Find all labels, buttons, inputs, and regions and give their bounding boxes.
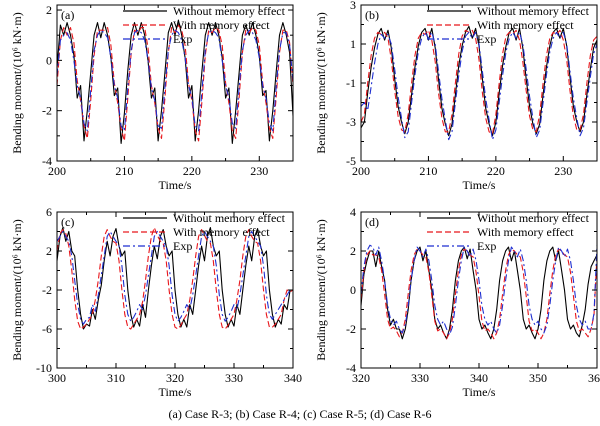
x-tick-label: 330 <box>411 371 429 385</box>
y-tick-label: -3 <box>346 115 356 129</box>
x-tick-label: 200 <box>352 164 370 178</box>
y-tick-label: 1 <box>350 37 356 51</box>
panel-1: 200 210 220 230 -4 -2 0 2 (a) Time/s Bending momen… <box>10 3 294 192</box>
panel-label: (b) <box>365 8 379 22</box>
x-axis-label: Time/s <box>463 385 496 399</box>
y-tick-label: -4 <box>346 361 356 375</box>
x-tick-label: 230 <box>250 164 268 178</box>
legend-entry-2: With memory effect <box>477 18 574 32</box>
legend-entry-1: Without memory effect <box>477 211 590 225</box>
y-tick-label: 2 <box>46 3 52 17</box>
legend-entry-3: Exp <box>477 32 496 46</box>
legend-entry-1: Without memory effect <box>173 211 286 225</box>
x-tick-label: 320 <box>352 371 370 385</box>
panel-4: 320 330 340 350 360 -4 -2 0 2 4 (d) Time/s Bending m… <box>314 205 600 399</box>
y-tick-label: 6 <box>46 205 52 219</box>
x-tick-label: 300 <box>48 371 66 385</box>
x-tick-label: 340 <box>470 371 488 385</box>
y-axis-label: Bending moment/(10⁶ kN·m) <box>10 12 24 154</box>
x-tick-label: 230 <box>554 164 572 178</box>
y-tick-label: -6 <box>42 322 52 336</box>
y-tick-label: 3 <box>350 0 356 12</box>
x-tick-label: 350 <box>529 371 547 385</box>
x-tick-label: 220 <box>487 164 505 178</box>
y-tick-label: 4 <box>350 205 356 219</box>
x-tick-label: 330 <box>225 371 243 385</box>
x-tick-label: 310 <box>107 371 125 385</box>
x-tick-label: 200 <box>48 164 66 178</box>
plot-frame <box>56 4 294 162</box>
y-tick-label: 2 <box>350 244 356 258</box>
x-tick-label: 220 <box>183 164 201 178</box>
x-axis-label: Time/s <box>463 178 496 192</box>
y-axis-label: Bending moment/(10⁶ kN·m) <box>314 12 328 154</box>
series-group <box>57 19 293 144</box>
y-tick-label: -10 <box>36 361 52 375</box>
series-line-3 <box>57 29 293 132</box>
series-line-2 <box>361 248 597 340</box>
legend-entry-2: With memory effect <box>477 225 574 239</box>
y-tick-label: -1 <box>346 76 356 90</box>
series-line-2 <box>57 24 293 142</box>
legend-entry-1: Without memory effect <box>173 4 286 18</box>
legend-entry-3: Exp <box>173 32 192 46</box>
panel-2: 200 210 220 230 -5 -3 -1 1 3 (b) Time/s Bending mom… <box>314 0 598 192</box>
series-line-1 <box>57 227 293 330</box>
y-tick-label: -2 <box>42 283 52 297</box>
x-tick-label: 210 <box>419 164 437 178</box>
panel-label: (d) <box>365 215 379 229</box>
legend-entry-3: Exp <box>173 239 192 253</box>
x-axis-label: Time/s <box>159 385 192 399</box>
y-axis-label: Bending moment/(10⁶ kN·m) <box>10 219 24 361</box>
series-group <box>361 244 597 340</box>
series-line-2 <box>361 29 597 135</box>
y-tick-label: -2 <box>346 322 356 336</box>
legend-entry-1: Without memory effect <box>477 4 590 18</box>
y-tick-label: 0 <box>46 53 52 67</box>
y-axis-label: Bending moment/(10⁶ kN·m) <box>314 219 328 361</box>
x-tick-label: 210 <box>115 164 133 178</box>
y-tick-label: -2 <box>42 104 52 118</box>
x-axis-label: Time/s <box>159 178 192 192</box>
x-tick-label: 340 <box>284 371 302 385</box>
y-tick-label: -4 <box>42 154 52 168</box>
panel-label: (a) <box>61 8 74 22</box>
panel-3: 300 310 320 330 340 -10 -6 -2 2 6 (c) Time/s Bending… <box>10 205 302 399</box>
series-group <box>361 25 597 141</box>
series-line-3 <box>361 31 597 141</box>
legend-entry-2: With memory effect <box>173 225 270 239</box>
x-tick-label: 320 <box>166 371 184 385</box>
y-tick-label: 2 <box>46 244 52 258</box>
y-tick-label: -5 <box>346 154 356 168</box>
panel-label: (c) <box>61 215 74 229</box>
series-line-3 <box>361 244 597 336</box>
x-tick-label: 360 <box>588 371 600 385</box>
figure-caption: (a) Case R-3; (b) Case R-4; (c) Case R-5… <box>169 407 432 421</box>
legend-entry-2: With memory effect <box>173 18 270 32</box>
legend-entry-3: Exp <box>477 239 496 253</box>
series-group <box>57 227 293 330</box>
series-line-3 <box>57 230 293 325</box>
series-line-2 <box>57 227 293 330</box>
series-line-1 <box>57 19 293 144</box>
y-tick-label: 0 <box>350 283 356 297</box>
